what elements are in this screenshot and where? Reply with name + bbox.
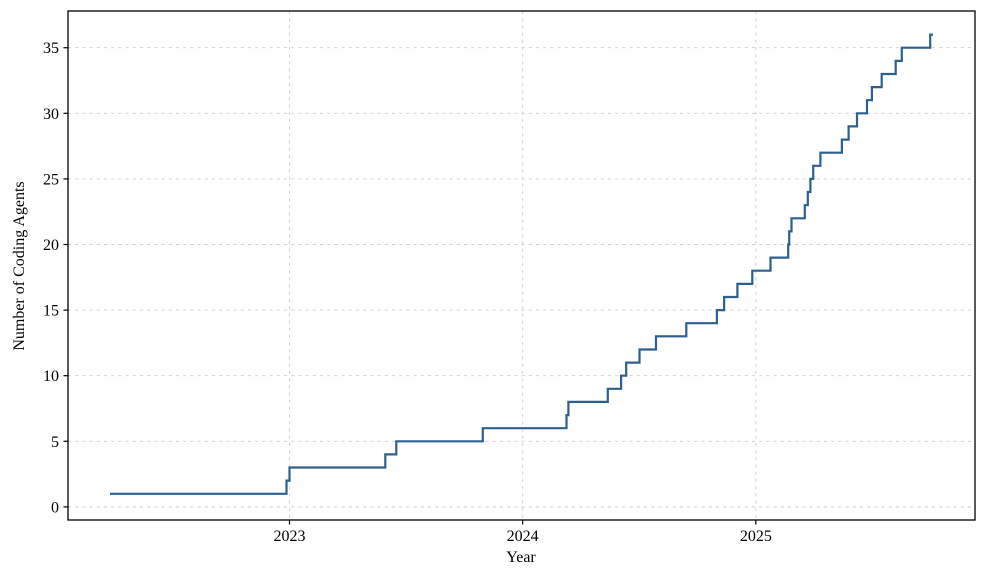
y-tick-label: 0: [51, 499, 59, 516]
step-line: [110, 33, 933, 495]
y-tick-label: 30: [43, 106, 59, 123]
x-tick-label: 2024: [507, 528, 539, 545]
plot-border: [67, 10, 976, 521]
y-tick-label: 20: [43, 237, 59, 254]
x-tick-label: 2023: [274, 528, 306, 545]
y-tick-label: 5: [51, 434, 59, 451]
y-tick-label: 15: [43, 303, 59, 320]
x-axis-label: Year: [506, 549, 536, 566]
y-tick-label: 10: [43, 368, 59, 385]
y-tick-label: 25: [43, 171, 59, 188]
y-axis-label: Number of Coding Agents: [11, 181, 28, 351]
x-tick-label: 2025: [740, 528, 772, 545]
y-tick-label: 35: [43, 40, 59, 57]
